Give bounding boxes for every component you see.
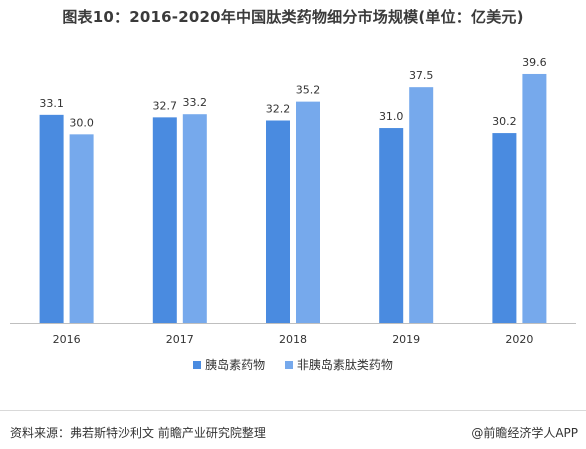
bar-non-insulin-2018	[296, 101, 320, 324]
chart-title: 图表10：2016-2020年中国肽类药物细分市场规模(单位：亿美元)	[62, 8, 524, 26]
source-note: 资料来源：弗若斯特沙利文 前瞻产业研究院整理	[10, 426, 266, 440]
credit-note: @前瞻经济学人APP	[471, 426, 578, 440]
legend-label-insulin: 胰岛素药物	[205, 358, 266, 372]
x-tick-label-2019: 2019	[392, 333, 420, 346]
legend: 胰岛素药物 非胰岛素肽类药物	[0, 356, 586, 373]
bar-non-insulin-2016	[69, 134, 94, 323]
legend-swatch-non-insulin	[284, 360, 293, 369]
legend-item-insulin: 胰岛素药物	[193, 356, 265, 373]
data-label-non-insulin-2017: 33.2	[183, 96, 208, 109]
data-label-non-insulin-2020: 39.6	[522, 56, 547, 69]
data-label-non-insulin-2019: 37.5	[409, 69, 434, 82]
bar-non-insulin-2019	[409, 87, 434, 324]
bar-insulin-2019	[379, 128, 404, 323]
data-label-insulin-2020: 30.2	[492, 115, 517, 128]
bar-insulin-2016	[39, 114, 64, 324]
x-tick-label-2020: 2020	[505, 333, 533, 346]
legend-label-non-insulin: 非胰岛素肽类药物	[296, 358, 393, 372]
x-tick-label-2017: 2017	[166, 333, 194, 346]
data-label-insulin-2019: 31.0	[379, 110, 404, 123]
x-tick-label-2018: 2018	[279, 333, 307, 346]
data-label-insulin-2016: 33.1	[39, 97, 64, 110]
legend-item-non-insulin: 非胰岛素肽类药物	[284, 356, 393, 373]
bar-non-insulin-2017	[182, 114, 207, 323]
data-label-non-insulin-2016: 30.0	[69, 116, 94, 129]
bar-non-insulin-2020	[522, 73, 547, 324]
bar-insulin-2017	[152, 117, 177, 323]
data-label-insulin-2018: 32.2	[266, 102, 291, 115]
legend-swatch-insulin	[193, 360, 202, 369]
bar-insulin-2020	[492, 133, 517, 323]
footer: 资料来源：弗若斯特沙利文 前瞻产业研究院整理 @前瞻经济学人APP	[0, 410, 586, 449]
bar-insulin-2018	[266, 120, 290, 324]
x-tick-label-2016: 2016	[53, 333, 81, 346]
data-label-non-insulin-2018: 35.2	[296, 84, 321, 97]
data-label-insulin-2017: 32.7	[153, 99, 178, 112]
